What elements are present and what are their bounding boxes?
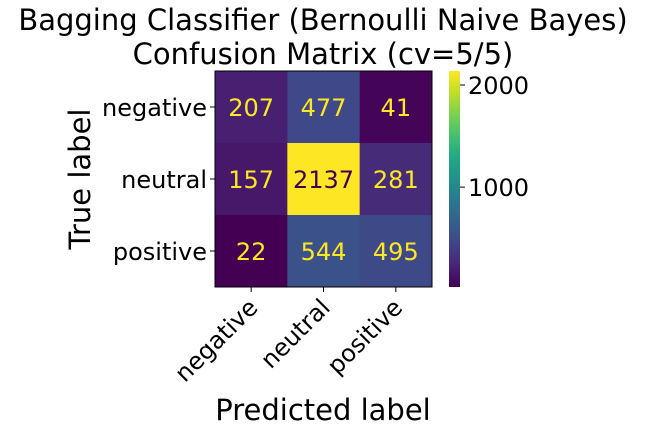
cell-value-label: 22 bbox=[236, 238, 267, 266]
colorbar bbox=[449, 71, 460, 287]
heatmap-cell bbox=[359, 215, 433, 288]
heatmap-cell bbox=[215, 215, 288, 288]
cell-value-label: 281 bbox=[373, 166, 419, 194]
colorbar-tick-label: 1000 bbox=[468, 174, 529, 202]
cell-value-label: 157 bbox=[228, 166, 274, 194]
x-tick-label: negative bbox=[169, 293, 263, 387]
chart-title-line-1: Bagging Classifier (Bernoulli Naive Baye… bbox=[18, 3, 627, 37]
heatmap-cells: 207 477 41 157 2137 281 22 544 495 bbox=[215, 71, 433, 288]
cell-value-label: 544 bbox=[301, 238, 347, 266]
y-tick-label: positive bbox=[113, 238, 207, 266]
y-tick-labels: negative neutral positive bbox=[102, 94, 215, 266]
cell-value-label: 207 bbox=[228, 94, 274, 122]
chart-title-line-2: Confusion Matrix (cv=5/5) bbox=[133, 37, 514, 71]
heatmap-cell bbox=[287, 215, 361, 288]
heatmap-cell bbox=[215, 143, 288, 216]
heatmap-cell bbox=[359, 71, 433, 144]
x-axis-label: Predicted label bbox=[215, 393, 431, 427]
y-tick-label: negative bbox=[102, 94, 207, 122]
heatmap-cell bbox=[359, 143, 433, 216]
heatmap-cell bbox=[287, 71, 361, 144]
colorbar-tick-label: 2000 bbox=[468, 72, 529, 100]
y-tick-label: neutral bbox=[121, 166, 207, 194]
cell-value-label: 41 bbox=[381, 94, 412, 122]
cell-value-label: 495 bbox=[373, 238, 419, 266]
heatmap-cell bbox=[287, 143, 361, 216]
y-axis-label: True label bbox=[63, 109, 97, 251]
cell-value-label: 2137 bbox=[293, 166, 354, 194]
x-tick-label: positive bbox=[322, 293, 408, 379]
cell-value-label: 477 bbox=[301, 94, 347, 122]
colorbar-ticks: 1000 2000 bbox=[460, 72, 529, 202]
heatmap-cell bbox=[215, 71, 288, 144]
